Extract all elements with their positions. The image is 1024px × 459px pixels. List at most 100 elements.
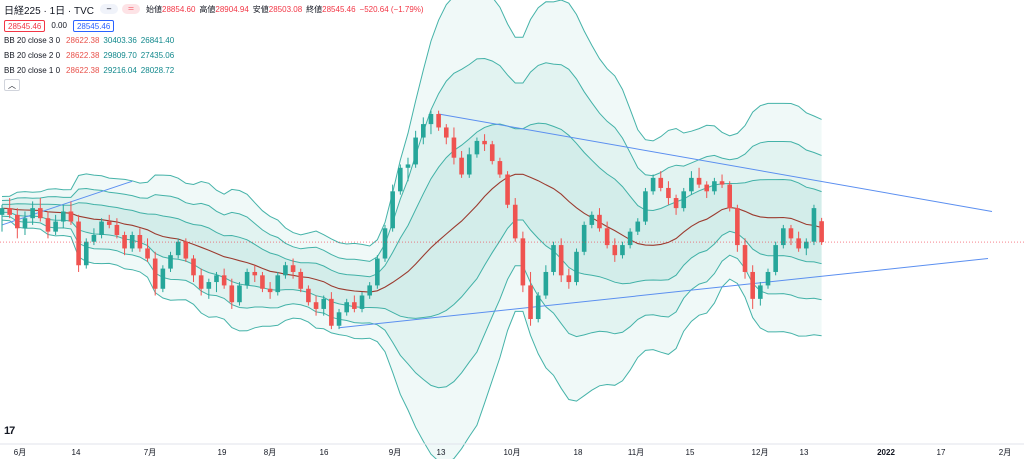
candle bbox=[313, 295, 319, 316]
minus-icon[interactable]: ━ bbox=[100, 4, 119, 14]
candle-body bbox=[604, 228, 610, 246]
candle-body bbox=[198, 275, 204, 289]
candle-body bbox=[160, 268, 166, 289]
indicator-row[interactable]: BB 20 close 3 0 28622.38 30403.36 26841.… bbox=[4, 34, 428, 47]
time-tick-label: 10月 bbox=[504, 448, 521, 457]
candle bbox=[551, 241, 556, 276]
candle bbox=[275, 271, 281, 296]
candle-body bbox=[83, 241, 89, 266]
candle-body bbox=[811, 208, 817, 242]
time-axis[interactable]: 6月 14 7月 19 8月 16 9月 13 10月 18 11月 15 12月 13 2022 17 2月 bbox=[14, 448, 1011, 457]
candle-body bbox=[145, 248, 150, 259]
candle bbox=[106, 214, 112, 229]
candle-body bbox=[45, 218, 51, 232]
candle bbox=[413, 130, 418, 168]
indicator-upper-value: 30403.36 bbox=[103, 36, 137, 45]
collapse-legend-button[interactable]: ︿ bbox=[4, 79, 20, 91]
candle-body bbox=[781, 228, 786, 246]
candle bbox=[30, 201, 35, 225]
candle bbox=[466, 147, 472, 178]
candle-body bbox=[673, 198, 679, 209]
candle bbox=[497, 157, 503, 178]
candle bbox=[658, 171, 664, 192]
candle bbox=[673, 194, 679, 215]
candle-body bbox=[375, 258, 380, 286]
candle bbox=[68, 201, 74, 225]
trendline-lower[interactable] bbox=[338, 258, 989, 329]
indicator-row[interactable]: BB 20 close 2 0 28622.38 29809.70 27435.… bbox=[4, 49, 428, 62]
candle-body bbox=[758, 285, 763, 299]
symbol-title[interactable]: 日経225 · 1日 · TVC bbox=[4, 5, 95, 17]
candle-body bbox=[696, 177, 702, 185]
candle bbox=[758, 282, 763, 306]
candle bbox=[796, 231, 801, 252]
candle bbox=[689, 171, 694, 195]
candle bbox=[811, 204, 817, 246]
lower-band-2sd bbox=[1, 215, 822, 389]
candle-body bbox=[627, 231, 633, 246]
candle-body bbox=[574, 251, 579, 283]
candle bbox=[367, 282, 372, 299]
candle-body bbox=[551, 245, 556, 272]
candle bbox=[352, 295, 357, 313]
candle bbox=[535, 292, 541, 323]
candle bbox=[175, 238, 181, 259]
candle bbox=[160, 265, 166, 293]
sell-price-box[interactable]: 28545.46 bbox=[4, 19, 46, 32]
upper-band-3sd bbox=[1, 0, 822, 247]
candle bbox=[244, 268, 250, 289]
candle-body bbox=[367, 285, 372, 296]
candle-body bbox=[260, 275, 265, 289]
candle bbox=[581, 221, 587, 256]
time-tick-label: 8月 bbox=[264, 448, 276, 457]
candle-body bbox=[76, 221, 81, 266]
candle-body bbox=[122, 235, 127, 249]
candle bbox=[336, 308, 342, 330]
chevron-up-icon: ︿ bbox=[8, 80, 16, 90]
indicator-row[interactable]: BB 20 close 1 0 28622.38 29216.04 28028.… bbox=[4, 64, 428, 77]
candle-body bbox=[796, 238, 801, 249]
candle bbox=[666, 181, 671, 205]
candle-body bbox=[474, 140, 480, 155]
low-value: 28503.08 bbox=[268, 4, 303, 14]
buy-price-box[interactable]: 28545.46 bbox=[72, 19, 115, 32]
candle-body bbox=[620, 245, 625, 256]
candle-body bbox=[53, 221, 58, 232]
candle bbox=[528, 271, 533, 326]
time-tick-label: 11月 bbox=[628, 448, 644, 457]
candle bbox=[137, 228, 143, 252]
candle-body bbox=[742, 245, 748, 272]
candle-body bbox=[175, 241, 181, 256]
trendlines[interactable] bbox=[1, 113, 993, 329]
candle-body bbox=[137, 235, 143, 249]
candle-body bbox=[735, 208, 740, 246]
candle bbox=[0, 204, 5, 232]
candle-body bbox=[819, 221, 824, 243]
candle bbox=[727, 181, 732, 212]
equals-icon[interactable]: ＝ bbox=[122, 4, 141, 14]
candle-body bbox=[666, 187, 671, 199]
candle-body bbox=[765, 271, 771, 286]
candle-body bbox=[535, 295, 541, 320]
upper-band-2sd bbox=[1, 57, 822, 262]
candle-body bbox=[681, 191, 687, 209]
candle-body bbox=[152, 258, 158, 289]
candle-body bbox=[489, 144, 495, 162]
candle bbox=[612, 238, 618, 262]
trendline-upper[interactable] bbox=[438, 113, 993, 212]
candle-body bbox=[643, 191, 648, 222]
indicator-lower-value: 27435.06 bbox=[140, 51, 175, 60]
candle bbox=[627, 228, 633, 249]
candle bbox=[321, 295, 327, 316]
candle bbox=[221, 268, 227, 289]
candle bbox=[781, 224, 786, 249]
candle-body bbox=[719, 181, 725, 185]
candle bbox=[83, 238, 89, 269]
trendline-early[interactable] bbox=[1, 180, 133, 226]
indicator-name: BB 20 close 3 0 bbox=[4, 36, 61, 45]
candle bbox=[114, 218, 120, 239]
time-tick-label: 19 bbox=[218, 448, 227, 457]
candle-body bbox=[528, 285, 533, 320]
candle bbox=[819, 217, 824, 245]
